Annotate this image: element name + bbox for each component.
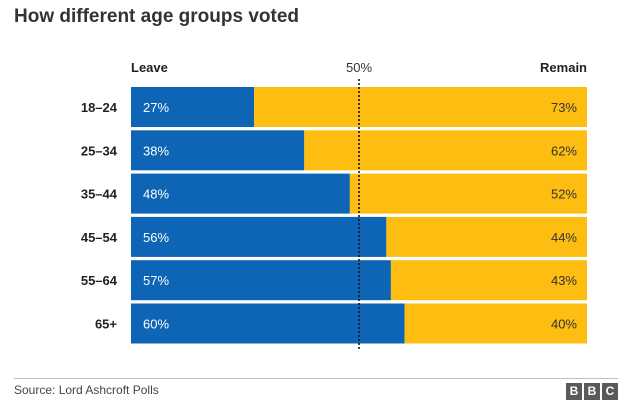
category-label: 55–64 xyxy=(81,273,118,288)
legend-leave: Leave xyxy=(131,60,168,75)
value-label-leave: 57% xyxy=(143,273,169,288)
bar-leave xyxy=(131,216,387,257)
logo-letter: C xyxy=(602,383,618,400)
value-label-remain: 52% xyxy=(551,187,577,202)
legend-remain: Remain xyxy=(540,60,587,75)
bar-remain xyxy=(390,260,587,301)
logo-letter: B xyxy=(566,383,582,400)
bar-leave xyxy=(131,260,391,301)
bar-remain xyxy=(349,173,587,214)
reference-label: 50% xyxy=(346,60,372,75)
bar-leave xyxy=(131,173,350,214)
value-label-remain: 43% xyxy=(551,273,577,288)
value-label-leave: 38% xyxy=(143,143,169,158)
value-label-leave: 48% xyxy=(143,187,169,202)
bar-leave xyxy=(131,303,405,344)
value-label-remain: 44% xyxy=(551,230,577,245)
category-label: 65+ xyxy=(95,317,117,332)
bar-remain xyxy=(254,87,587,127)
bar-remain xyxy=(304,130,587,171)
chart-title: How different age groups voted xyxy=(14,6,300,27)
value-label-leave: 60% xyxy=(143,317,169,332)
value-label-remain: 62% xyxy=(551,143,577,158)
value-label-leave: 56% xyxy=(143,230,169,245)
category-label: 35–44 xyxy=(81,187,118,202)
bbc-logo: B B C xyxy=(566,383,618,400)
value-label-remain: 40% xyxy=(551,317,577,332)
footer-divider xyxy=(14,378,618,379)
category-label: 18–24 xyxy=(81,100,118,115)
bar-leave xyxy=(131,130,305,171)
bar-leave xyxy=(131,87,255,127)
source-note: Source: Lord Ashcroft Polls xyxy=(14,383,159,397)
bar-remain xyxy=(404,303,587,344)
value-label-remain: 73% xyxy=(551,100,577,115)
bar-remain xyxy=(386,216,587,257)
value-label-leave: 27% xyxy=(143,100,169,115)
category-label: 25–34 xyxy=(81,143,118,158)
category-label: 45–54 xyxy=(81,230,118,245)
logo-letter: B xyxy=(584,383,600,400)
